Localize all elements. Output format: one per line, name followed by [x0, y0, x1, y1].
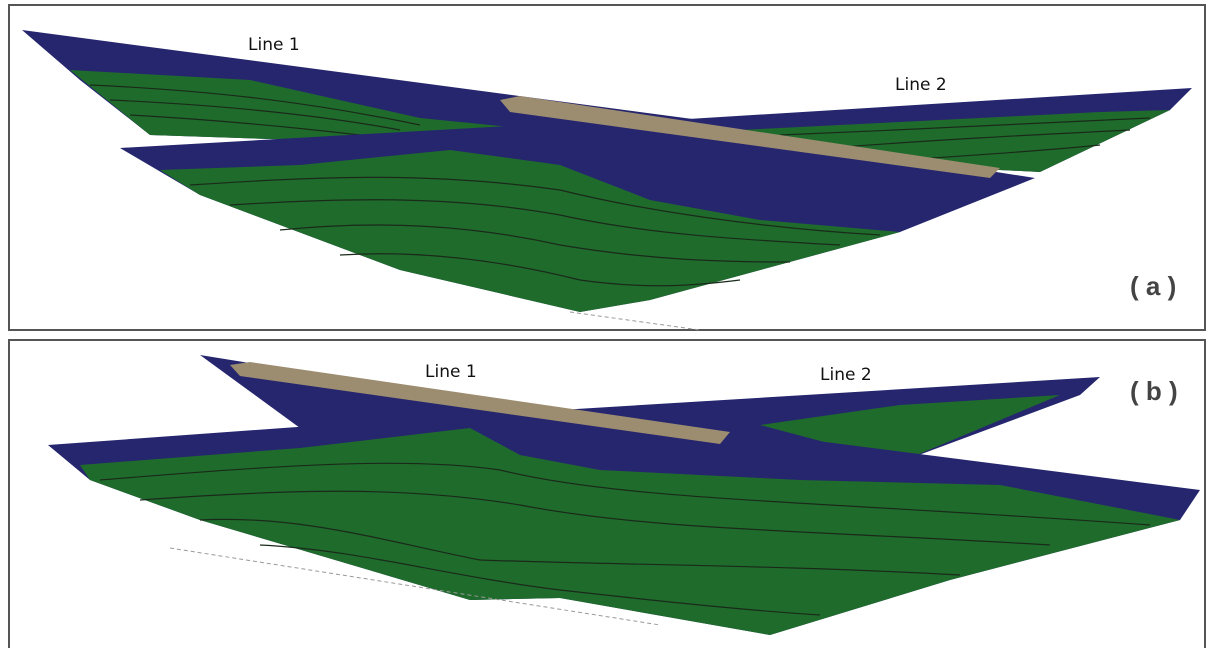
line-label: Line 2	[895, 75, 947, 95]
line-label: Line 2	[820, 365, 872, 385]
dashed-line	[570, 312, 700, 330]
panel-label: ( a )	[1130, 271, 1176, 301]
panel-label: ( b )	[1130, 376, 1178, 406]
figure: Line 1 Line 2 ( a ) Line 1 Line 2 ( b )	[0, 0, 1214, 648]
line-label: Line 1	[248, 35, 300, 55]
panel-a: Line 1 Line 2 ( a )	[9, 5, 1205, 330]
panel-b: Line 1 Line 2 ( b )	[9, 340, 1205, 648]
line-label: Line 1	[425, 362, 477, 382]
page: Line 1 Line 2 ( a ) Line 1 Line 2 ( b ) …	[0, 0, 1214, 648]
